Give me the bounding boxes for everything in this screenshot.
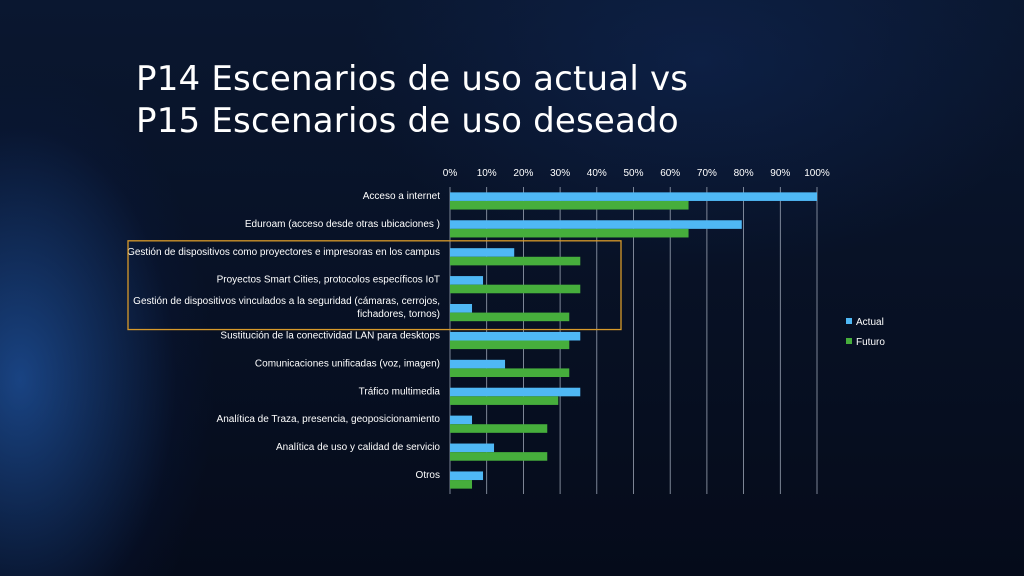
bar-futuro xyxy=(450,480,473,489)
bar-actual xyxy=(450,220,742,229)
bar-actual xyxy=(450,303,473,313)
bar-actual xyxy=(450,276,484,285)
category-labels: Acceso a internet Eduroam (acceso desde o… xyxy=(127,191,440,481)
bar-futuro xyxy=(450,424,548,433)
bar-actual xyxy=(450,387,581,397)
category-label: Sustitución de la conectividad LAN para … xyxy=(220,331,440,342)
x-tick-label: 30% xyxy=(550,168,570,179)
legend-label-actual: Actual xyxy=(856,317,884,328)
bar-actual xyxy=(450,248,515,257)
title-line-1: P14 Escenarios de uso actual vs xyxy=(136,59,689,99)
x-tick-label: 40% xyxy=(587,168,607,179)
bar-futuro xyxy=(450,256,581,266)
category-label: Gestión de dispositivos vinculados a la … xyxy=(133,296,440,307)
category-label: Proyectos Smart Cities, protocolos espec… xyxy=(217,275,440,286)
bar-futuro xyxy=(450,228,689,238)
highlight-box xyxy=(127,240,622,331)
bar-actual xyxy=(450,443,495,453)
legend-label-futuro: Futuro xyxy=(856,337,885,348)
category-label: Acceso a internet xyxy=(363,191,440,202)
bar-futuro xyxy=(450,452,548,461)
legend-swatch-actual xyxy=(846,318,852,324)
category-label: Eduroam (acceso desde otras ubicaciones … xyxy=(245,219,440,230)
x-tick-label: 60% xyxy=(660,168,680,179)
x-tick-label: 90% xyxy=(770,168,790,179)
title-line-2: P15 Escenarios de uso deseado xyxy=(136,101,679,141)
x-tick-label: 80% xyxy=(734,168,754,179)
bar-actual xyxy=(450,471,484,481)
x-tick-label: 0% xyxy=(443,168,458,179)
category-label: Gestión de dispositivos como proyectores… xyxy=(127,247,440,258)
bar-actual xyxy=(450,331,581,341)
bar-actual xyxy=(450,359,506,369)
x-tick-label: 50% xyxy=(623,168,643,179)
category-label: Otros xyxy=(416,470,440,481)
bar-futuro xyxy=(450,312,570,322)
bar-actual xyxy=(450,192,817,201)
chart-legend: Actual Futuro xyxy=(846,317,885,348)
x-tick-label: 20% xyxy=(513,168,533,179)
bar-futuro xyxy=(450,284,581,294)
bar-futuro xyxy=(450,368,570,378)
chart-bars xyxy=(450,192,817,489)
x-tick-label: 70% xyxy=(697,168,717,179)
bar-futuro xyxy=(450,200,689,210)
category-label: fichadores, tornos) xyxy=(357,309,440,320)
bar-actual xyxy=(450,415,473,425)
bar-futuro xyxy=(450,396,559,405)
category-label: Tráfico multimedia xyxy=(359,386,441,397)
slide-title: P14 Escenarios de uso actual vs P15 Esce… xyxy=(136,58,836,142)
x-tick-label: 10% xyxy=(477,168,497,179)
category-label: Analítica de Traza, presencia, geoposici… xyxy=(217,414,441,425)
legend-swatch-futuro xyxy=(846,338,852,344)
category-label: Analítica de uso y calidad de servicio xyxy=(276,442,440,453)
category-label: Comunicaciones unificadas (voz, imagen) xyxy=(255,358,440,369)
bar-futuro xyxy=(450,340,570,350)
x-axis-tick-labels: 0% 10% 20% 30% 40% 50% 60% 70% 80% 90% 100% xyxy=(443,168,830,179)
x-tick-label: 100% xyxy=(804,168,830,179)
